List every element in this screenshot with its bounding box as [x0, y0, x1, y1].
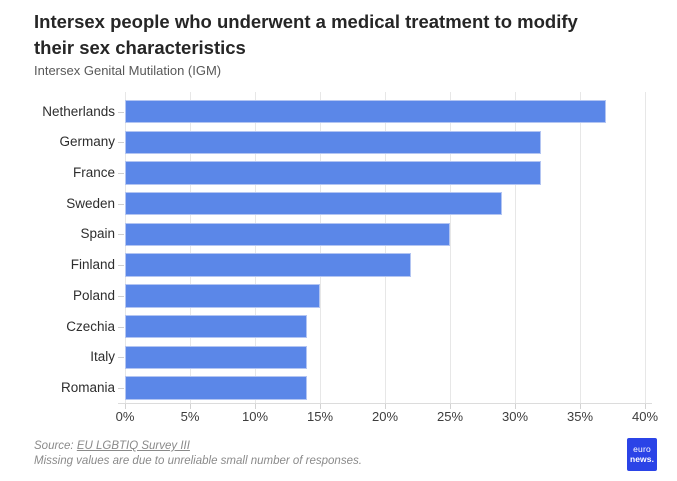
plot-area — [118, 92, 652, 409]
bar-czechia — [125, 314, 307, 339]
footer: Source: EU LGBTIQ Survey III Missing val… — [34, 439, 362, 469]
bar-romania — [125, 376, 307, 400]
category-labels: Netherlands Germany France Sweden Spain Finla… — [0, 92, 118, 403]
gridline — [515, 92, 516, 403]
chart-subtitle: Intersex Genital Mutilation (IGM) — [34, 63, 222, 78]
gridline — [125, 92, 126, 403]
x-axis-tick — [385, 403, 386, 409]
euronews-logo-text-euro: euro — [633, 444, 651, 454]
category-label-netherlands: Netherlands — [42, 103, 115, 119]
x-axis-tick — [450, 403, 451, 409]
y-axis-tick — [118, 111, 124, 113]
x-tick-label: 40% — [631, 409, 659, 424]
category-label-romania: Romania — [60, 380, 115, 396]
x-axis-tick — [255, 403, 256, 409]
chart-title: Intersex people who underwent a medical … — [34, 9, 578, 61]
x-tick-label: 25% — [436, 409, 464, 424]
source-line: Source: EU LGBTIQ Survey III — [34, 439, 362, 454]
y-axis-tick — [118, 388, 124, 390]
y-axis-tick — [118, 295, 124, 297]
source-link[interactable]: EU LGBTIQ Survey III — [76, 440, 190, 452]
x-tick-label: 5% — [180, 409, 200, 424]
chart-title-line-1: Intersex people who underwent a medical … — [34, 11, 578, 32]
chart-title-line-2: their sex characteristics — [34, 37, 246, 58]
gridline — [385, 92, 386, 403]
y-axis-tick — [118, 234, 124, 236]
x-axis-tick — [645, 403, 646, 409]
euronews-logo[interactable]: euro news. — [627, 438, 657, 471]
x-axis-tick — [190, 403, 191, 409]
bar-spain — [125, 222, 450, 247]
x-axis-tick — [580, 403, 581, 409]
bar-france — [125, 161, 541, 185]
x-axis-line — [118, 403, 652, 404]
source-prefix: Source: — [34, 440, 77, 452]
bar-italy — [125, 345, 307, 370]
category-label-germany: Germany — [59, 134, 115, 150]
x-axis-tick — [125, 403, 126, 409]
x-tick-label: 15% — [306, 409, 334, 424]
gridline — [450, 92, 451, 403]
bar-germany — [125, 130, 541, 155]
bar-finland — [125, 253, 411, 277]
y-axis-tick — [118, 172, 124, 174]
gridline — [190, 92, 191, 403]
x-axis-tick — [515, 403, 516, 409]
y-axis-tick — [118, 142, 124, 144]
category-label-finland: Finland — [70, 257, 115, 273]
gridline — [645, 92, 646, 403]
y-axis-tick — [118, 265, 124, 267]
y-axis-tick — [118, 203, 124, 205]
gridline — [320, 92, 321, 403]
category-label-france: France — [72, 164, 115, 180]
gridline — [580, 92, 581, 403]
x-tick-label: 10% — [241, 409, 269, 424]
category-label-poland: Poland — [72, 287, 115, 303]
x-tick-label: 20% — [371, 409, 399, 424]
category-label-spain: Spain — [80, 226, 115, 242]
bar-poland — [125, 284, 320, 308]
x-axis-tick — [320, 403, 321, 409]
bar-netherlands — [125, 99, 606, 124]
x-tick-label: 30% — [501, 409, 529, 424]
x-tick-label: 0% — [115, 409, 135, 424]
category-label-czechia: Czechia — [66, 318, 115, 334]
category-label-sweden: Sweden — [66, 195, 115, 211]
footnote: Missing values are due to unreliable sma… — [34, 455, 362, 467]
x-axis-labels: 0% 5% 10% 15% 20% 25% 30% 35% 40% — [116, 409, 658, 425]
bar-sweden — [125, 191, 502, 216]
x-tick-label: 35% — [566, 409, 594, 424]
euronews-logo-text-news: news. — [629, 453, 655, 464]
y-axis-tick — [118, 357, 124, 359]
gridline — [255, 92, 256, 403]
category-label-italy: Italy — [90, 349, 115, 365]
y-axis-tick — [118, 326, 124, 328]
